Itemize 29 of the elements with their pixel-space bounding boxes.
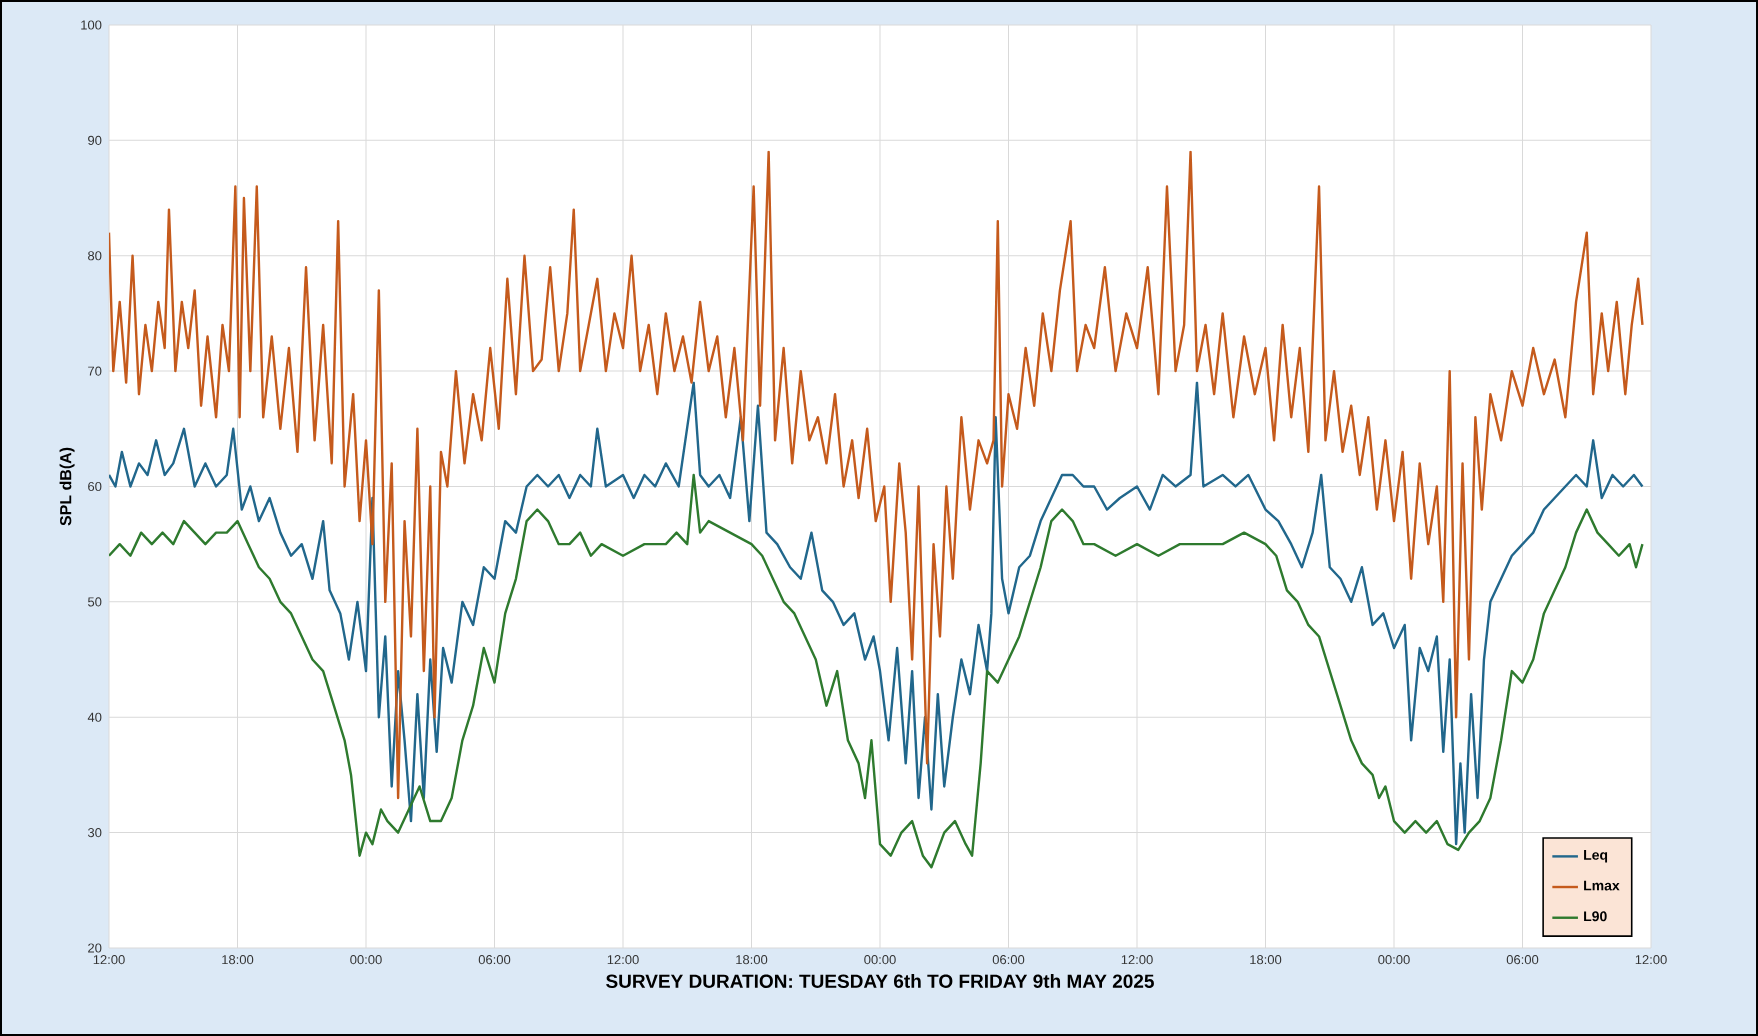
y-axis-title: SPL dB(A) [59, 447, 75, 526]
y-tick-label: 70 [88, 366, 102, 376]
x-tick-label: 18:00 [1250, 955, 1282, 965]
y-tick-label: 60 [88, 481, 102, 492]
y-tick-label: 80 [88, 251, 102, 261]
x-tick-label: 12:00 [1121, 955, 1153, 965]
x-tick-label: 00:00 [864, 955, 896, 965]
x-tick-label: 00:00 [350, 955, 382, 965]
legend-label: Lmax [1584, 880, 1620, 891]
y-tick-label: 90 [88, 135, 102, 145]
x-tick-label: 06:00 [1506, 955, 1539, 965]
legend-label: Leq [1584, 850, 1608, 863]
y-tick-label: 30 [87, 828, 102, 838]
x-tick-label: 06:00 [992, 955, 1025, 965]
x-tick-label: 18:00 [222, 955, 254, 965]
y-tick-label: 40 [87, 712, 102, 722]
x-axis-title: SURVEY DURATION: TUESDAY 6th TO FRIDAY 9th MAY 2025 [606, 973, 1154, 988]
x-tick-label: 06:00 [478, 955, 511, 965]
y-tick-label: 50 [88, 597, 102, 607]
x-tick-label: 12:00 [607, 955, 639, 965]
line-series [109, 381, 1644, 846]
y-tick-label: 100 [81, 20, 102, 30]
x-tick-label: 12:00 [93, 955, 125, 965]
x-tick-label: 00:00 [1378, 955, 1410, 965]
y-tick-label: 20 [88, 943, 102, 953]
legend-label: L90 [1584, 911, 1607, 922]
line-series [109, 150, 1644, 800]
x-tick-label: 18:00 [736, 955, 768, 965]
x-tick-label: 12:00 [1635, 955, 1667, 965]
